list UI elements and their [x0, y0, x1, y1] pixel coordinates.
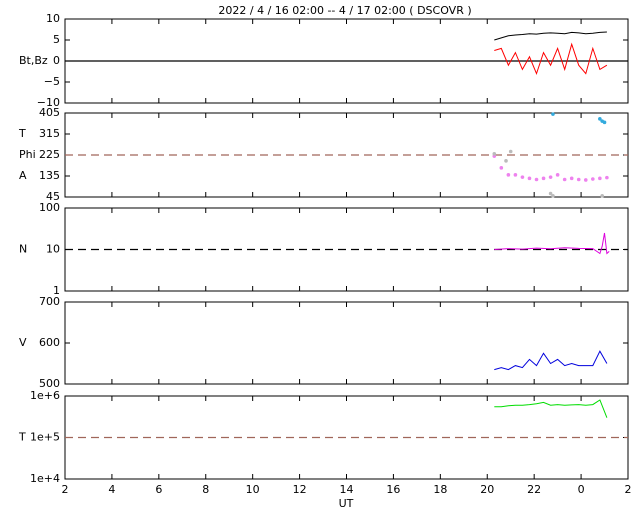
data-point	[527, 176, 532, 181]
y-axis-label: N	[19, 243, 27, 256]
data-point	[506, 173, 511, 177]
y-tick-label: 10	[46, 243, 60, 256]
y-tick-label: 600	[39, 336, 60, 349]
y-tick-label: 100	[39, 201, 60, 214]
data-point	[492, 152, 497, 156]
panel-frame	[64, 301, 629, 385]
x-tick-label: 2	[625, 483, 632, 496]
y-tick-label: 700	[39, 295, 60, 308]
y-tick-label: 10	[46, 12, 60, 25]
x-tick-label: 20	[480, 483, 494, 496]
y-tick-label: 315	[39, 127, 60, 140]
x-tick-label: 22	[527, 483, 541, 496]
y-axis-label: V	[19, 336, 27, 349]
y-axis-label: A	[19, 169, 27, 182]
x-tick-label: 2	[62, 483, 69, 496]
data-point	[504, 159, 508, 163]
data-point	[555, 173, 560, 177]
data-point	[600, 194, 604, 198]
x-tick-label: 12	[293, 483, 307, 496]
y-tick-label: 1e+4	[30, 472, 60, 485]
x-tick-label: 16	[386, 483, 400, 496]
data-point	[551, 112, 555, 116]
data-point	[551, 194, 555, 198]
data-point	[598, 117, 602, 121]
x-tick-label: 6	[155, 483, 162, 496]
y-tick-label: −5	[44, 75, 60, 88]
data-point	[513, 173, 518, 177]
data-point	[541, 176, 546, 181]
data-point	[583, 178, 588, 182]
x-tick-label: 10	[246, 483, 260, 496]
y-tick-label: 405	[39, 106, 60, 119]
y-tick-label: 45	[46, 190, 60, 203]
data-line	[494, 31, 607, 41]
x-tick-label: 8	[202, 483, 209, 496]
data-point	[499, 166, 504, 170]
data-line	[494, 399, 608, 418]
y-axis-label: Phi	[19, 148, 36, 161]
x-tick-label: 14	[340, 483, 354, 496]
y-tick-label: 1e+6	[30, 389, 60, 402]
x-tick-label: 0	[578, 483, 585, 496]
data-line	[494, 42, 608, 76]
data-point	[508, 149, 513, 154]
y-tick-label: 0	[53, 54, 60, 67]
data-point	[605, 175, 609, 180]
y-axis-label: T	[18, 431, 26, 444]
y-tick-label: 225	[39, 148, 60, 161]
y-axis-label: Bt,Bz	[19, 54, 48, 67]
y-axis-label: T	[18, 127, 26, 140]
y-tick-label: 135	[39, 169, 60, 182]
data-point	[548, 191, 553, 196]
x-tick-label: 4	[108, 483, 115, 496]
x-tick-label: 18	[433, 483, 447, 496]
chart-title: 2022 / 4 / 16 02:00 -- 4 / 17 02:00 ( DS…	[218, 4, 471, 17]
data-point	[598, 176, 602, 181]
data-line	[494, 350, 608, 371]
data-point	[548, 175, 553, 179]
data-point	[576, 177, 581, 182]
data-point	[602, 120, 607, 125]
x-axis-label: UT	[339, 497, 354, 510]
y-tick-label: 1e+5	[30, 431, 60, 444]
y-tick-label: −10	[37, 96, 60, 109]
data-line	[494, 232, 610, 255]
y-tick-label: 5	[53, 33, 60, 46]
data-point	[534, 177, 539, 182]
y-tick-label: 500	[39, 377, 60, 390]
data-point	[591, 177, 595, 181]
data-point	[562, 177, 567, 182]
y-tick-label: 1	[53, 284, 60, 297]
data-point	[569, 176, 574, 181]
data-point	[520, 175, 525, 179]
